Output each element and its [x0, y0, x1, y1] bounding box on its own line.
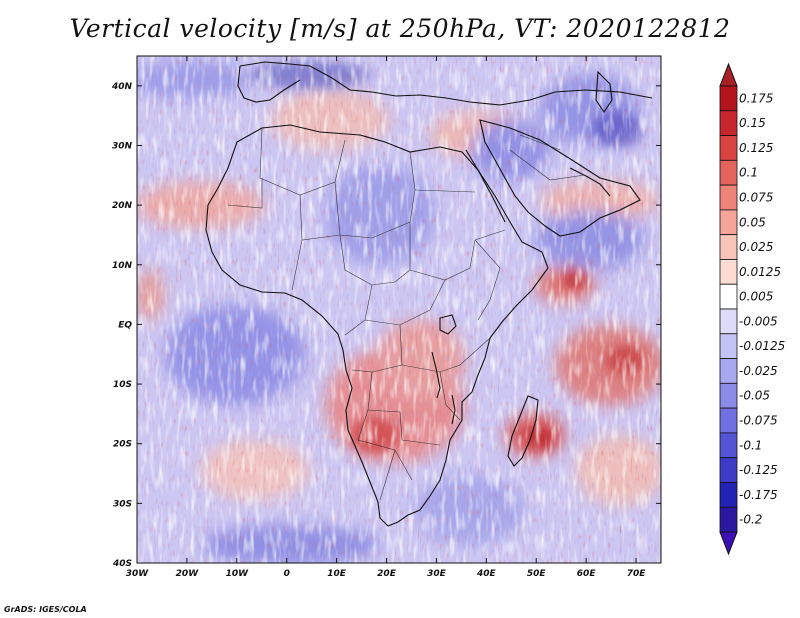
country-borders [227, 127, 586, 501]
colorbar-swatch [719, 85, 738, 112]
colorbar-label: 0.05 [739, 215, 766, 229]
colorbar-swatch [719, 506, 738, 533]
x-tick-label: 0 [284, 569, 290, 579]
x-tick-label: 50E [527, 569, 547, 579]
colorbar-swatch [719, 259, 738, 285]
colorbar-label: -0.005 [739, 314, 778, 328]
y-tick-label: 20N [112, 201, 133, 211]
caspian-sea [595, 70, 613, 113]
colorbar-swatch [719, 184, 738, 211]
colorbar-swatch [719, 407, 738, 434]
colorbar-min-arrow [719, 531, 738, 556]
lake-victoria [439, 314, 457, 335]
colorbar-label: -0.025 [739, 364, 778, 378]
colorbar-label: 0.0125 [739, 265, 781, 279]
madagascar-coastline [507, 395, 539, 467]
colorbar-label: 0.1 [739, 166, 758, 180]
x-tick-label: 40E [476, 569, 497, 579]
colorbar-label: -0.2 [739, 513, 762, 527]
velocity-field [137, 56, 661, 563]
x-tick-label: 30W [126, 569, 150, 579]
y-tick-label: 10N [112, 261, 133, 271]
x-tick-label: 10W [226, 569, 250, 579]
colorbar-swatch [719, 209, 738, 236]
credit-label: GrADS: IGES/COLA [4, 605, 87, 614]
colorbar-max-arrow [719, 62, 738, 87]
x-tick-label: 20E [377, 569, 397, 579]
colorbar-label: 0.025 [739, 240, 773, 254]
x-tick-label: 20W [176, 569, 200, 579]
colorbar-swatch [719, 159, 738, 186]
colorbar-swatch [719, 432, 738, 459]
mediterranean-north-coast [239, 61, 653, 106]
iberia-coast [237, 65, 301, 103]
colorbar-swatch [719, 333, 738, 359]
colorbar-label: 0.125 [739, 141, 773, 155]
lake-tanganyika [431, 351, 441, 399]
colorbar-label: -0.075 [739, 414, 778, 428]
map-title: Vertical velocity [m/s] at 250hPa, VT: 2… [69, 14, 731, 43]
x-tick-label: 70E [627, 569, 647, 579]
x-tick-label: 10E [327, 569, 347, 579]
colorbar-swatch [719, 135, 738, 161]
y-tick-label: EQ [118, 320, 132, 330]
y-tick-label: 40S [112, 559, 132, 569]
colorbar-label: -0.05 [739, 389, 770, 403]
x-tick-label: 30E [427, 569, 447, 579]
y-tick-label: 40N [111, 82, 133, 92]
y-tick-label: 20S [113, 440, 132, 450]
colorbar-swatch [719, 358, 738, 384]
colorbar-label: -0.125 [739, 463, 778, 477]
colorbar-swatch [719, 482, 738, 508]
red-sea-west [465, 149, 506, 223]
y-tick-label: 10S [113, 380, 132, 390]
colorbar-swatch [719, 234, 738, 260]
colorbar-label: -0.0125 [739, 339, 785, 353]
arabia-coastline [479, 119, 641, 237]
x-tick-label: 60E [577, 569, 597, 579]
colorbar-label: 0.175 [739, 91, 773, 105]
lake-malawi [451, 394, 456, 425]
plot-frame [136, 55, 662, 564]
colorbar: 0.175 0.15 0.125 0.1 0.075 0.05 0.025 0.0125 0.0… [719, 62, 785, 556]
y-tick-label: 30N [112, 141, 133, 151]
persian-gulf [569, 167, 611, 197]
colorbar-label: -0.175 [739, 488, 778, 502]
colorbar-label: 0.005 [739, 290, 773, 304]
colorbar-swatch [719, 308, 738, 335]
colorbar-label: 0.15 [739, 116, 766, 130]
colorbar-swatch [719, 283, 738, 310]
colorbar-swatch [719, 382, 738, 409]
axis-ticks: 30W 20W 10W 0 10E 20E 30E 40E 50E 60E 70E 40N 30N 20N… [111, 56, 661, 579]
colorbar-swatch [719, 457, 738, 483]
coastline-outlines [205, 61, 653, 527]
colorbar-label: 0.075 [739, 191, 773, 205]
colorbar-swatch [719, 110, 738, 136]
y-tick-label: 30S [113, 499, 132, 509]
colorbar-label: -0.1 [739, 438, 762, 452]
